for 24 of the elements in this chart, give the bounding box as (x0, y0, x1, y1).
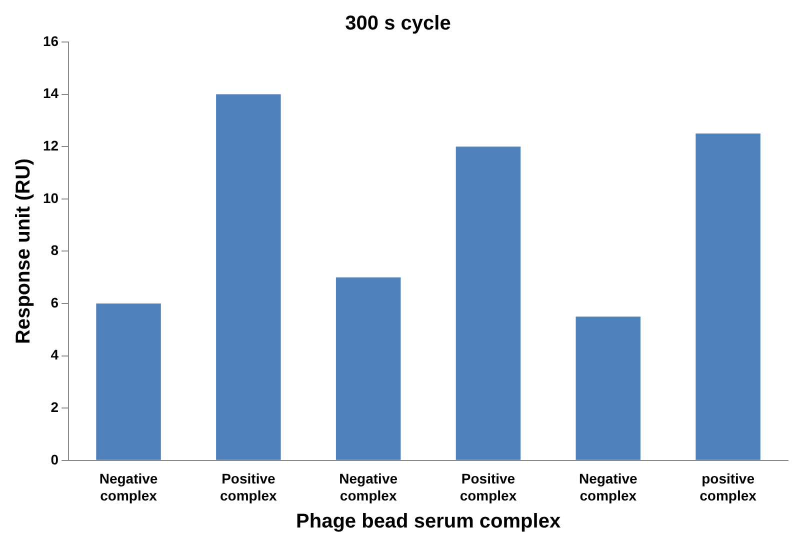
x-tick-label: Negative complex (578, 470, 638, 504)
y-axis-title: Response unit (RU) (12, 158, 35, 344)
x-tick-label: Negative complex (99, 470, 158, 504)
y-tick-label: 6 (50, 294, 59, 310)
chart-title: 300 s cycle (345, 12, 451, 35)
x-tick-label: Negative complex (339, 470, 398, 504)
bar (576, 316, 641, 460)
y-tick-label: 14 (42, 85, 59, 102)
x-tick-label: Positive complex (460, 470, 517, 504)
y-tick-label: 8 (50, 242, 59, 258)
y-tick-label: 4 (50, 346, 59, 363)
x-tick-label: Positive complex (220, 470, 278, 504)
bar (696, 134, 760, 460)
y-tick-label: 0 (50, 451, 59, 468)
x-axis-title: Phage bead serum complex (296, 510, 561, 533)
bar (336, 277, 401, 460)
bar (456, 146, 521, 460)
bar (216, 94, 281, 460)
y-tick-label: 16 (42, 32, 59, 49)
y-tick-label: 2 (50, 398, 59, 415)
x-tick-label: positive complex (700, 470, 757, 504)
y-tick-label: 12 (42, 137, 59, 154)
bar (96, 304, 161, 460)
y-tick-label: 10 (42, 190, 59, 206)
